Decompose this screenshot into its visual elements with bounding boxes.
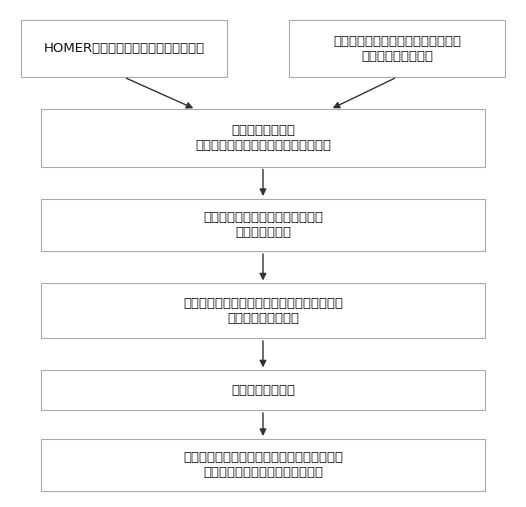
FancyBboxPatch shape xyxy=(42,370,484,410)
FancyBboxPatch shape xyxy=(42,439,484,491)
Text: 对杭州下沙某小区随机选取的家庭的
负载用电量数据调研: 对杭州下沙某小区随机选取的家庭的 负载用电量数据调研 xyxy=(333,34,461,62)
FancyBboxPatch shape xyxy=(289,20,505,77)
FancyBboxPatch shape xyxy=(21,20,227,77)
FancyBboxPatch shape xyxy=(42,199,484,251)
Text: 设置约束条件，并且满足家庭式负载对电能质
量的要求和技术要求: 设置约束条件，并且满足家庭式负载对电能质 量的要求和技术要求 xyxy=(183,297,343,324)
Text: HOMER软件对杭州地区风、光资源分析: HOMER软件对杭州地区风、光资源分析 xyxy=(43,42,205,55)
Text: 人工蜂群优化算法: 人工蜂群优化算法 xyxy=(231,384,295,396)
FancyBboxPatch shape xyxy=(42,110,484,166)
Text: 输出目标函数值最小的优化结果，并获取所述
家庭式智能微网系统最优配置方案: 输出目标函数值最小的优化结果，并获取所述 家庭式智能微网系统最优配置方案 xyxy=(183,451,343,479)
Text: 以家庭式智能微电网总的运行成本
最少为目标函数: 以家庭式智能微电网总的运行成本 最少为目标函数 xyxy=(203,211,323,239)
Text: 确定分布式电源种
类和容量限制，逆变器和控制器的种类: 确定分布式电源种 类和容量限制，逆变器和控制器的种类 xyxy=(195,124,331,152)
FancyBboxPatch shape xyxy=(42,283,484,338)
